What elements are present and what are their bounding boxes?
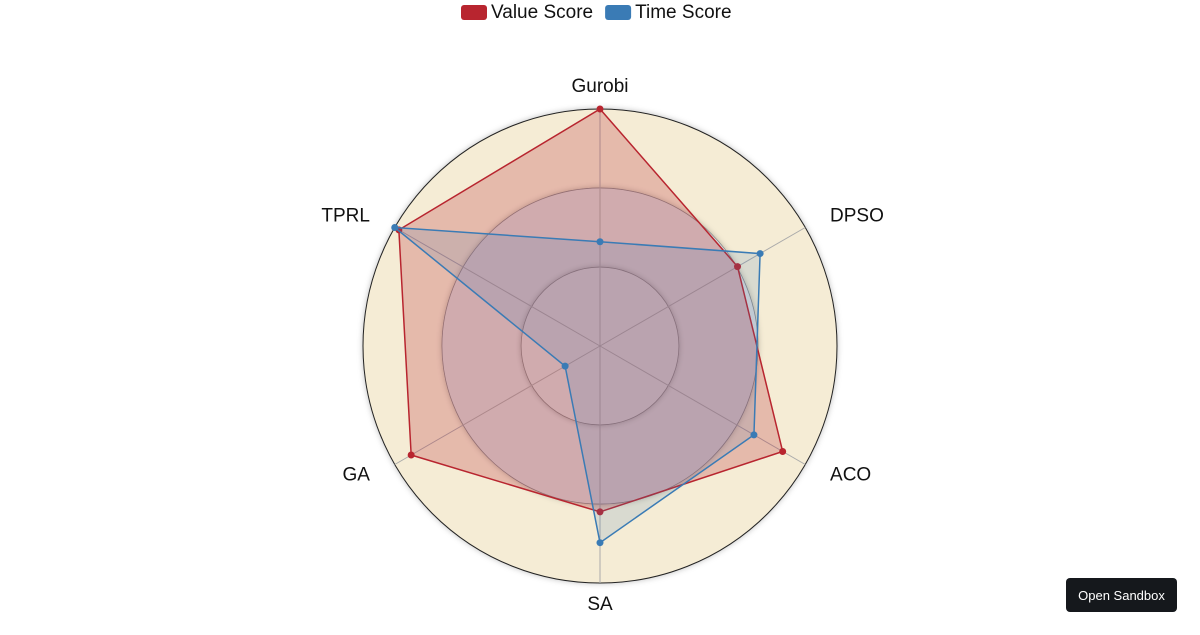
grid: Gurobi DPSO ACO SA GA TPRL xyxy=(321,76,884,615)
axis-line xyxy=(599,345,806,465)
plot xyxy=(391,105,787,547)
legend-label: Value Score xyxy=(491,2,593,23)
point xyxy=(407,451,415,459)
point xyxy=(756,250,764,258)
legend-swatch xyxy=(605,5,632,20)
point xyxy=(561,362,569,370)
axis-label: DPSO xyxy=(830,206,884,227)
point xyxy=(596,508,604,516)
open-sandbox-button[interactable]: Open Sandbox xyxy=(1066,578,1177,612)
axis-label: ACO xyxy=(830,465,871,486)
legend-swatch xyxy=(461,5,487,20)
point xyxy=(596,539,604,547)
axis-label: Gurobi xyxy=(571,76,628,97)
point xyxy=(596,105,604,113)
axis-line xyxy=(599,227,806,347)
axis-line xyxy=(394,227,601,347)
axis-label: GA xyxy=(343,465,371,486)
point xyxy=(391,224,399,231)
point xyxy=(750,431,758,439)
legend: Value Score Time Score xyxy=(461,2,732,23)
axis-label: SA xyxy=(587,594,613,615)
axis-label: TPRL xyxy=(321,206,370,227)
legend-label: Time Score xyxy=(635,2,731,23)
point xyxy=(779,447,787,455)
point xyxy=(734,263,742,271)
point xyxy=(596,238,604,246)
